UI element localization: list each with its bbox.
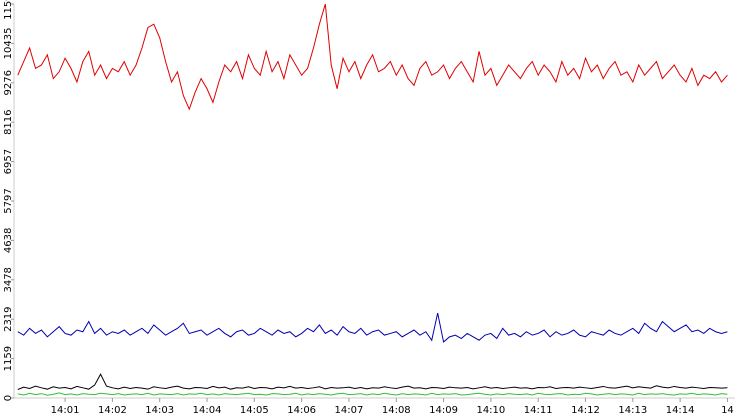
x-tick-label: 14:05 [240,405,269,415]
x-tick-label: 14:07 [335,405,364,415]
y-tick-label: 5797 [3,188,14,213]
x-tick-label: 14:01 [51,405,80,415]
y-tick-label: 4638 [3,228,14,253]
x-tick-label: 14:10 [476,405,505,415]
y-tick-label: 1159 [3,346,14,371]
y-tick-label: 0 [3,395,14,401]
series-line [17,392,728,396]
x-tick-label: 14:11 [524,405,553,415]
x-tick-label: 14:09 [429,405,458,415]
x-tick-label: 14:02 [98,405,127,415]
y-tick-label: 10435 [3,28,14,60]
x-tick-label: 14:14 [666,405,695,415]
y-tick-label: 6957 [3,149,14,174]
x-tick-label: 14:06 [287,405,316,415]
x-tick-label: 14:13 [618,405,647,415]
x-tick-label: 14:03 [145,405,174,415]
series-line [17,373,728,390]
x-tick-label: 14:04 [193,405,222,415]
y-tick-label: 11595 [3,0,14,20]
y-tick-label: 8116 [3,109,14,134]
x-tick-label: 14 [721,405,734,415]
x-tick-label: 14:12 [571,405,600,415]
y-tick-label: 3478 [3,267,14,292]
series-line [17,3,728,111]
x-tick-label: 14:08 [382,405,411,415]
y-tick-label: 9276 [3,70,14,95]
y-tick-label: 2319 [3,306,14,331]
series-line [17,312,728,343]
